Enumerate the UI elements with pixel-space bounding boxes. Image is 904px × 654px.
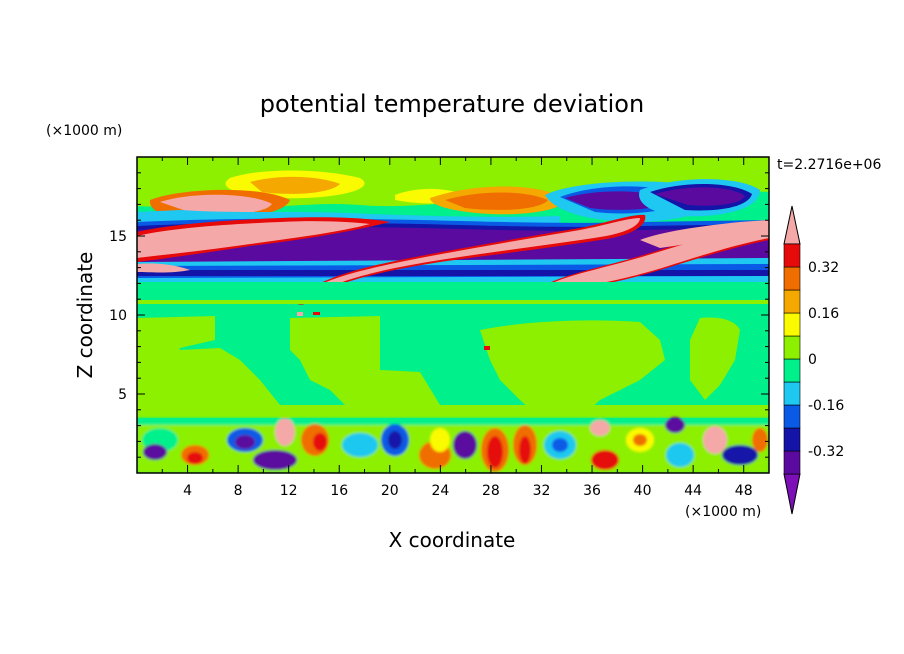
time-label: t=2.2716e+06 bbox=[777, 157, 881, 173]
colorbar-tick-label: 0.16 bbox=[808, 306, 839, 322]
x-axis-unit: (×1000 m) bbox=[685, 504, 761, 520]
colorbar bbox=[783, 205, 801, 515]
colorbar-band bbox=[783, 427, 801, 452]
x-tick-label: 32 bbox=[533, 483, 551, 499]
x-tick-label: 8 bbox=[234, 483, 243, 499]
colorbar-tick-label: -0.32 bbox=[808, 444, 844, 460]
colorbar-band bbox=[783, 243, 801, 268]
colorbar-band bbox=[783, 312, 801, 337]
colorbar-labels: 0.32 0.16 0 -0.16 -0.32 bbox=[808, 260, 844, 460]
y-axis-ticks: 5 10 15 bbox=[109, 172, 769, 458]
x-tick-label: 48 bbox=[735, 483, 753, 499]
colorbar-band bbox=[783, 335, 801, 360]
boundary-layer bbox=[137, 417, 769, 473]
chart-title: potential temperature deviation bbox=[260, 90, 644, 118]
y-axis-unit: (×1000 m) bbox=[46, 123, 122, 139]
x-tick-label: 12 bbox=[280, 483, 298, 499]
colorbar-band bbox=[783, 381, 801, 406]
colorbar-band bbox=[783, 266, 801, 291]
x-tick-label: 24 bbox=[431, 483, 449, 499]
y-tick-label: 5 bbox=[118, 387, 127, 403]
colorbar-tick-label: 0 bbox=[808, 352, 817, 368]
x-axis-ticks: 4 8 12 16 20 24 28 32 36 40 44 48 bbox=[161, 157, 753, 499]
x-tick-label: 44 bbox=[684, 483, 702, 499]
colorbar-band bbox=[783, 450, 801, 475]
colorbar-tick-label: -0.16 bbox=[808, 398, 844, 414]
y-tick-label: 10 bbox=[109, 308, 127, 324]
x-tick-label: 16 bbox=[330, 483, 348, 499]
colorbar-tick-label: 0.32 bbox=[808, 260, 839, 276]
x-tick-label: 20 bbox=[381, 483, 399, 499]
mid-layer bbox=[137, 282, 769, 418]
x-tick-label: 36 bbox=[583, 483, 601, 499]
x-axis-label: X coordinate bbox=[389, 528, 516, 552]
x-tick-label: 40 bbox=[634, 483, 652, 499]
colorbar-band bbox=[783, 289, 801, 314]
y-tick-label: 15 bbox=[109, 229, 127, 245]
contour-field bbox=[137, 157, 769, 473]
y-axis-label: Z coordinate bbox=[73, 252, 97, 379]
colorbar-extend-low bbox=[783, 473, 801, 515]
mid-upper-layer bbox=[137, 214, 769, 305]
x-tick-label: 28 bbox=[482, 483, 500, 499]
x-tick-label: 4 bbox=[183, 483, 192, 499]
colorbar-extend-high bbox=[783, 205, 801, 245]
colorbar-band bbox=[783, 404, 801, 429]
colorbar-band bbox=[783, 358, 801, 383]
